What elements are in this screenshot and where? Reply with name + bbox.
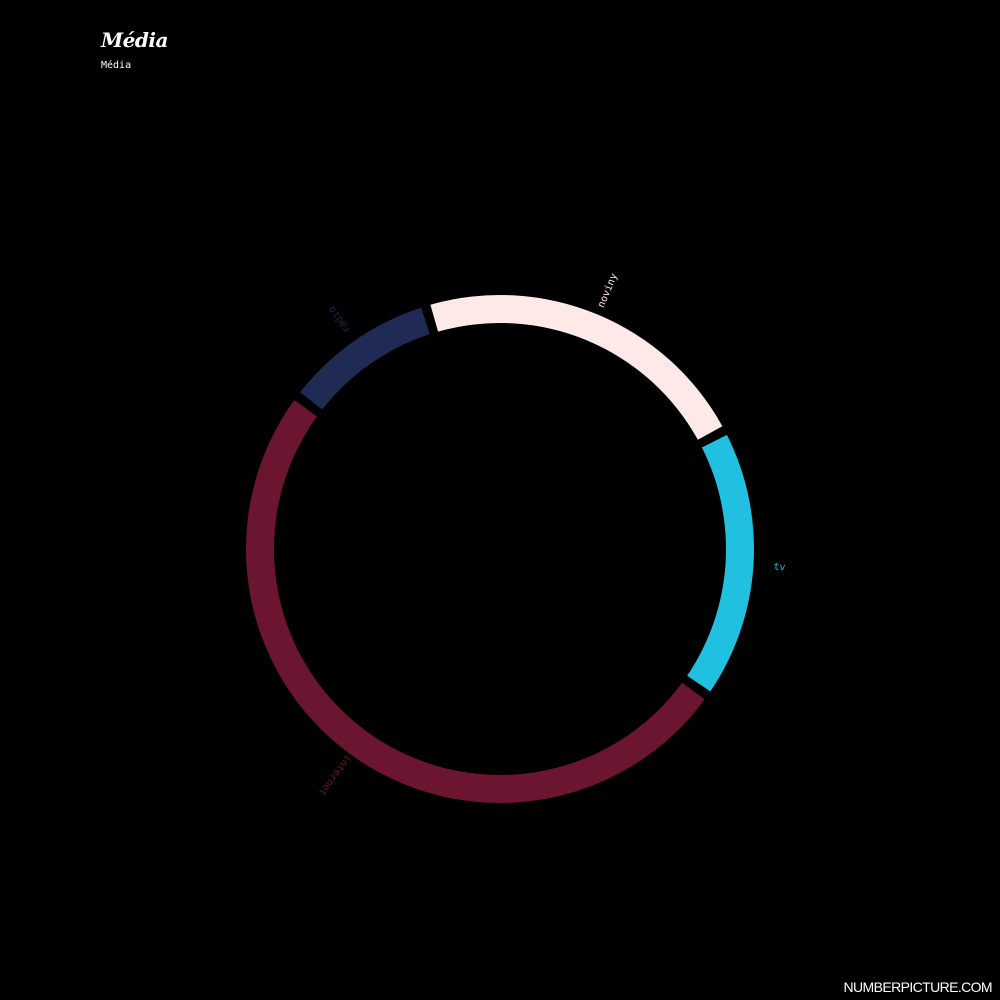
watermark: NUMBERPICTURE.COM [843,979,993,995]
slice-internet [245,400,705,804]
slice-tv [687,434,754,692]
slice-label-radio: radio [327,304,353,335]
slice-label-noviny: noviny [596,272,620,310]
chart-subtitle: Média [101,60,132,71]
slice-label-tv: tv [773,562,786,574]
slice-radio [300,307,430,410]
chart-title: Média [101,28,168,52]
slice-label-internet: internet [316,752,353,797]
slice-noviny [430,295,723,440]
